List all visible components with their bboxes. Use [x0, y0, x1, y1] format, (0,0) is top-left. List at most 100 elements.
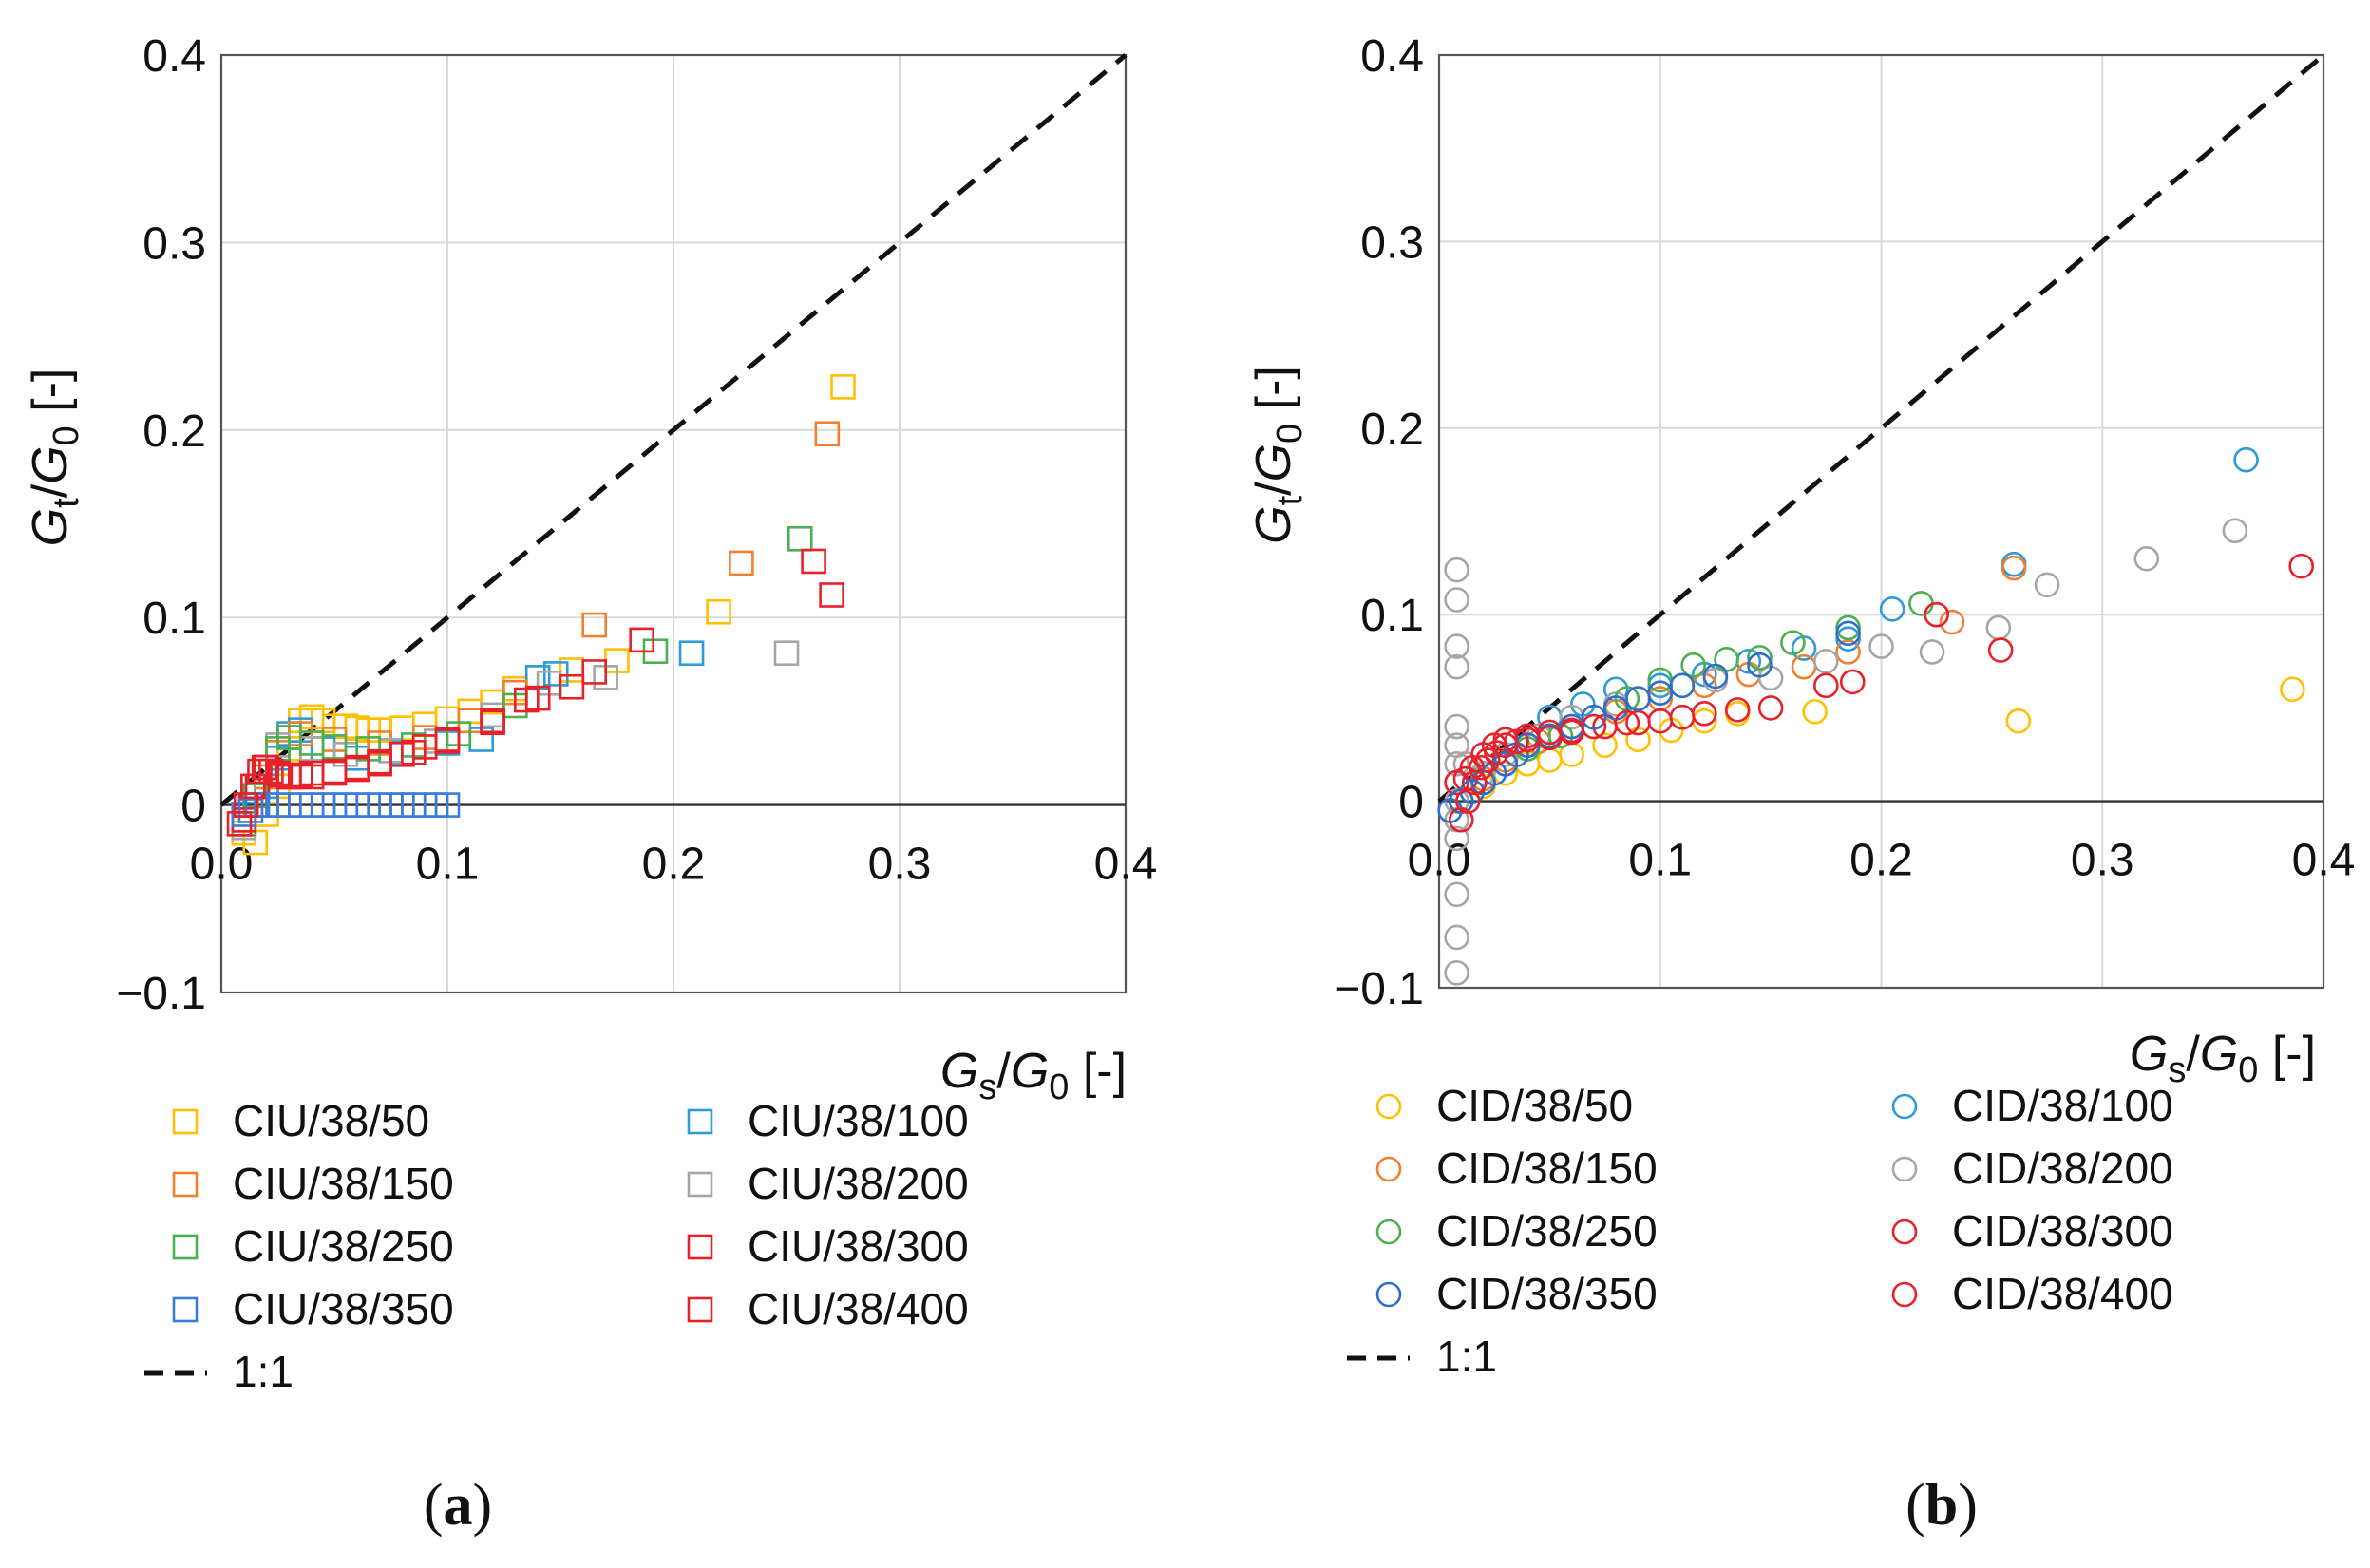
legend-marker [687, 1296, 713, 1323]
data-point [581, 612, 608, 638]
legend-marker [687, 1171, 713, 1198]
data-point [1444, 881, 1469, 908]
data-point [240, 773, 266, 800]
legend-item: CIU/38/100 [687, 1096, 969, 1145]
data-point [400, 740, 427, 765]
plot-frame [219, 53, 1128, 994]
series-cid-38-50 [1448, 676, 2305, 814]
data-point [1802, 699, 1828, 725]
data-point [629, 627, 654, 653]
data-point [1724, 697, 1751, 723]
data-point [1581, 713, 1607, 740]
legend-item: CID/38/100 [1891, 1081, 2173, 1130]
legend-label: CIU/38/350 [233, 1284, 454, 1333]
data-point [1714, 647, 1739, 672]
legend-marker [172, 1296, 199, 1323]
data-point [819, 582, 844, 608]
data-point [267, 762, 294, 788]
y-tick-label: 0.4 [142, 31, 206, 82]
data-point [1448, 806, 1474, 833]
legend-label: 1:1 [233, 1347, 294, 1396]
data-point [434, 728, 461, 754]
y-axis-title: Gt/G0 [-] [23, 368, 86, 547]
x-tick-label: 0.1 [416, 840, 480, 890]
legend-label: CIU/38/400 [748, 1284, 969, 1333]
legend-item: CIU/38/150 [172, 1159, 454, 1208]
x-axis-title: Gs/G0 [-] [940, 1044, 1127, 1107]
legend-label: 1:1 [1436, 1332, 1497, 1381]
data-point [2133, 545, 2160, 572]
data-point [480, 708, 505, 734]
data-point [729, 550, 754, 576]
data-point [457, 698, 483, 725]
series-ciu-38-400 [226, 582, 844, 837]
data-point [2000, 555, 2027, 581]
x-tick-label: 0.3 [2071, 836, 2134, 886]
legend-item: CIU/38/350 [172, 1284, 454, 1333]
data-point [524, 685, 551, 711]
series-cid-38-150 [1448, 555, 2027, 814]
data-point [1702, 663, 1729, 690]
y-tick-label: 0 [180, 782, 206, 832]
data-point [1757, 695, 1784, 721]
data-point [247, 758, 273, 784]
series-cid-38-250 [1448, 591, 1934, 814]
legend-marker [1891, 1156, 1918, 1182]
x-tick-label: 0.3 [868, 840, 932, 890]
data-point [1939, 609, 1965, 635]
legend-item: CID/38/50 [1375, 1081, 1633, 1130]
legend-item: 1:1 [1347, 1332, 1497, 1381]
x-tick-label: 0.1 [1628, 836, 1692, 886]
data-point [2233, 446, 2259, 473]
y-tick-label: 0.3 [142, 218, 206, 269]
data-point [1484, 740, 1509, 765]
data-point [1879, 596, 1905, 622]
data-point [1839, 669, 1866, 695]
reference-line-1-1 [219, 53, 1128, 807]
legend-marker [1375, 1156, 1402, 1182]
series-cid-38-200 [1444, 518, 2248, 986]
legend-marker [1891, 1281, 1918, 1308]
legend-label: CID/38/400 [1952, 1269, 2173, 1318]
data-point [1444, 557, 1469, 583]
legend-label: CIU/38/50 [233, 1096, 429, 1145]
data-point [2280, 676, 2305, 703]
data-point [226, 811, 253, 837]
data-point [2222, 518, 2248, 544]
legend-marker [687, 1108, 713, 1135]
legend-item: CID/38/250 [1375, 1206, 1658, 1256]
legend-marker [172, 1108, 199, 1135]
data-point [1680, 652, 1706, 678]
data-point [1504, 728, 1529, 755]
legend-item: CID/38/200 [1891, 1143, 2173, 1193]
legend-marker [1375, 1281, 1402, 1308]
series-cid-38-100 [1448, 446, 2259, 814]
data-point [1454, 788, 1481, 814]
x-tick-label: 0.0 [1408, 836, 1471, 886]
legend-label: CID/38/100 [1952, 1081, 2173, 1130]
data-point [1985, 614, 2012, 641]
x-tick-label: 0.4 [2292, 836, 2356, 886]
data-point [1747, 645, 1773, 671]
panel-b: 0.0 0.1 0.2 0.3 0.4 −0.1 0 0.1 0.2 0.3 0.4 Gt/G0 [-… [1246, 31, 2355, 1538]
data-point [1813, 648, 1839, 674]
legend-label: CIU/38/200 [748, 1159, 969, 1208]
data-point [1444, 633, 1469, 659]
legend-item: 1:1 [144, 1347, 294, 1396]
data-point [1919, 639, 1945, 665]
legend-marker [1891, 1219, 1918, 1245]
series-cid-38-300 [1444, 553, 2315, 796]
legend-label: CIU/38/150 [233, 1159, 454, 1208]
data-point [1908, 591, 1934, 616]
data-point [1669, 672, 1696, 699]
data-point [559, 673, 585, 700]
y-axis-title: Gt/G0 [-] [1246, 366, 1310, 544]
data-point [1614, 709, 1640, 736]
legend-label: CID/38/150 [1436, 1143, 1658, 1193]
legend-label: CIU/38/250 [233, 1221, 454, 1271]
legend-marker [172, 1171, 199, 1198]
data-point [1987, 637, 2014, 663]
legend-label: CID/38/300 [1952, 1206, 2173, 1256]
data-point [1692, 700, 1717, 727]
